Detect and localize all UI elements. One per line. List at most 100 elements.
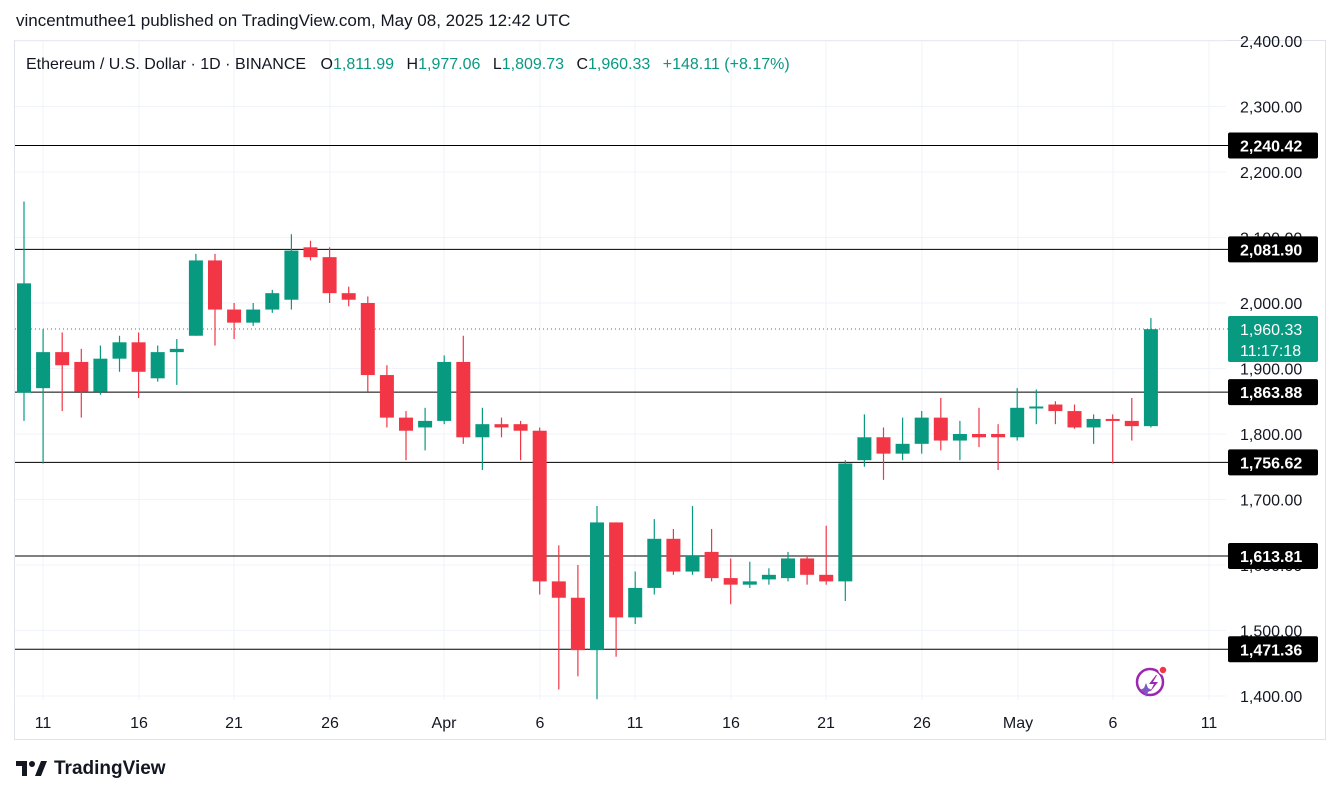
candle (1124, 397, 1139, 441)
tradingview-logo-text: TradingView (54, 758, 166, 779)
candle (379, 365, 394, 428)
candle (418, 407, 433, 451)
candle-body (1029, 406, 1044, 409)
spark-icon[interactable] (1135, 665, 1168, 697)
time-axis: 11 16 21 26 Apr 6 11 16 21 26 May 6 11 (35, 715, 1218, 732)
candle (838, 460, 853, 602)
x-tick-label: 11 (1201, 715, 1218, 732)
candle (169, 339, 184, 385)
x-tick-label: May (1003, 715, 1033, 732)
candle (188, 253, 203, 336)
candle (1067, 404, 1082, 429)
candle (112, 335, 127, 372)
candle-body (838, 463, 853, 582)
candle (972, 407, 986, 448)
level-badge (1228, 379, 1318, 406)
x-tick-label: Apr (432, 715, 458, 732)
candle-body (1010, 407, 1025, 438)
candle-body (628, 587, 643, 618)
candle (800, 555, 815, 585)
candle (532, 427, 547, 595)
candle-body (17, 283, 31, 393)
candle-body (55, 352, 70, 366)
y-tick-label: 2,400.00 (1240, 34, 1302, 51)
candle (322, 247, 337, 303)
candle (570, 565, 585, 677)
candle-body (1067, 411, 1082, 428)
candle-body (704, 551, 719, 579)
legend-symbol: Ethereum / U.S. Dollar · 1D · BINANCE (26, 56, 306, 73)
candle-body (36, 352, 51, 389)
candle-body (723, 578, 738, 585)
candle (74, 348, 89, 418)
candle (1105, 414, 1120, 464)
candle (399, 411, 413, 461)
candle (246, 303, 261, 326)
candle (895, 417, 910, 461)
x-tick-label: 21 (225, 715, 243, 732)
level-badge-label: 1,863.88 (1240, 385, 1302, 402)
candle-body (609, 522, 624, 618)
legend-high: 1,977.06 (418, 56, 480, 73)
candle-body (150, 352, 165, 379)
candle (456, 335, 471, 444)
candle-body (131, 342, 146, 372)
candle (17, 201, 31, 421)
last-price-badge (1228, 315, 1318, 362)
tradingview-logo[interactable]: TradingView (16, 758, 166, 780)
candle (360, 296, 375, 392)
candle-body (475, 424, 490, 438)
candle (494, 417, 509, 438)
candle-body (93, 358, 108, 392)
candle-body (800, 558, 815, 575)
candle-body (112, 342, 127, 359)
candle-body (876, 437, 891, 454)
tradingview-logo-icon (16, 761, 47, 776)
candle-body (74, 361, 89, 392)
candle-body (991, 434, 1006, 438)
candle-body (360, 303, 375, 376)
candle (303, 240, 318, 261)
candle-body (513, 424, 528, 431)
candle (150, 345, 165, 382)
level-badge (1228, 449, 1318, 476)
y-tick-label: 1,900.00 (1240, 362, 1302, 379)
candle (475, 407, 490, 471)
candle (1086, 414, 1101, 444)
y-tick-label: 1,500.00 (1240, 624, 1302, 641)
y-tick-label: 1,700.00 (1240, 493, 1302, 510)
candle-body (819, 574, 834, 582)
candle (952, 420, 967, 461)
candle (742, 561, 757, 588)
countdown-label: 11:17:18 (1240, 343, 1301, 360)
candle (590, 506, 604, 700)
legend-low-prefix: L (493, 56, 502, 73)
candle-body (666, 538, 681, 572)
x-tick-label: 26 (321, 715, 339, 732)
level-badge-label: 2,081.90 (1240, 242, 1302, 259)
candle-body (265, 293, 280, 310)
y-tick-label: 2,000.00 (1240, 296, 1302, 313)
candle (131, 332, 146, 398)
candle (609, 522, 624, 657)
x-tick-label: 6 (1109, 715, 1118, 732)
last-price-label: 1,960.33 (1240, 322, 1302, 339)
candle-body (379, 375, 394, 418)
price-badges: 2,240.42 2,081.90 1,863.88 1,756.62 1,613.81… (1228, 132, 1318, 663)
candle-body (647, 538, 662, 588)
candle-body (494, 424, 509, 428)
candle (628, 571, 643, 624)
legend-close-prefix: C (576, 56, 588, 73)
level-badge (1228, 636, 1318, 663)
candle-body (781, 558, 795, 579)
candle (341, 286, 356, 307)
candle-body (1105, 418, 1120, 421)
candle (55, 332, 70, 412)
candle (933, 397, 948, 451)
y-tick-label: 1,400.00 (1240, 689, 1302, 706)
candle (284, 234, 299, 310)
y-tick-label: 1,800.00 (1240, 427, 1302, 444)
x-tick-label: 16 (722, 715, 740, 732)
candle-body (532, 430, 547, 582)
